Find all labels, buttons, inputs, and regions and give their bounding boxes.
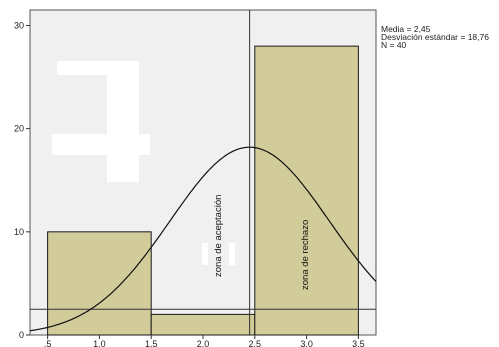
rejection-zone-label: zona de rechazo <box>300 220 311 290</box>
acceptance-zone-label: zona de aceptación <box>213 195 224 277</box>
stats-box: Media = 2,45 Desviación estándar = 18,76… <box>381 24 489 50</box>
watermark-block <box>229 243 235 265</box>
watermark-block <box>202 243 208 265</box>
watermark-block <box>107 61 139 182</box>
y-tick-label: 0 <box>19 330 24 340</box>
x-tick-label: 3.5 <box>352 339 365 347</box>
stats-std: Desviación estándar = 18,76 <box>381 32 489 42</box>
histogram-bar <box>47 231 152 336</box>
stats-mean: Media = 2,45 <box>381 24 431 34</box>
y-tick-label: 20 <box>14 124 24 134</box>
x-tick-label: 2.0 <box>197 339 210 347</box>
histogram-bar <box>150 313 256 336</box>
y-tick-label: 10 <box>14 227 24 237</box>
x-tick-label: .5 <box>44 339 52 347</box>
y-tick-label: 30 <box>14 20 24 30</box>
stats-n: N = 40 <box>381 40 407 50</box>
x-tick-label: 1.5 <box>145 339 158 347</box>
x-tick-label: 2.5 <box>249 339 262 347</box>
histogram-bar <box>254 45 359 336</box>
normal-curve <box>29 146 377 332</box>
x-tick-label: 3.0 <box>300 339 313 347</box>
x-tick-label: 1.0 <box>93 339 106 347</box>
